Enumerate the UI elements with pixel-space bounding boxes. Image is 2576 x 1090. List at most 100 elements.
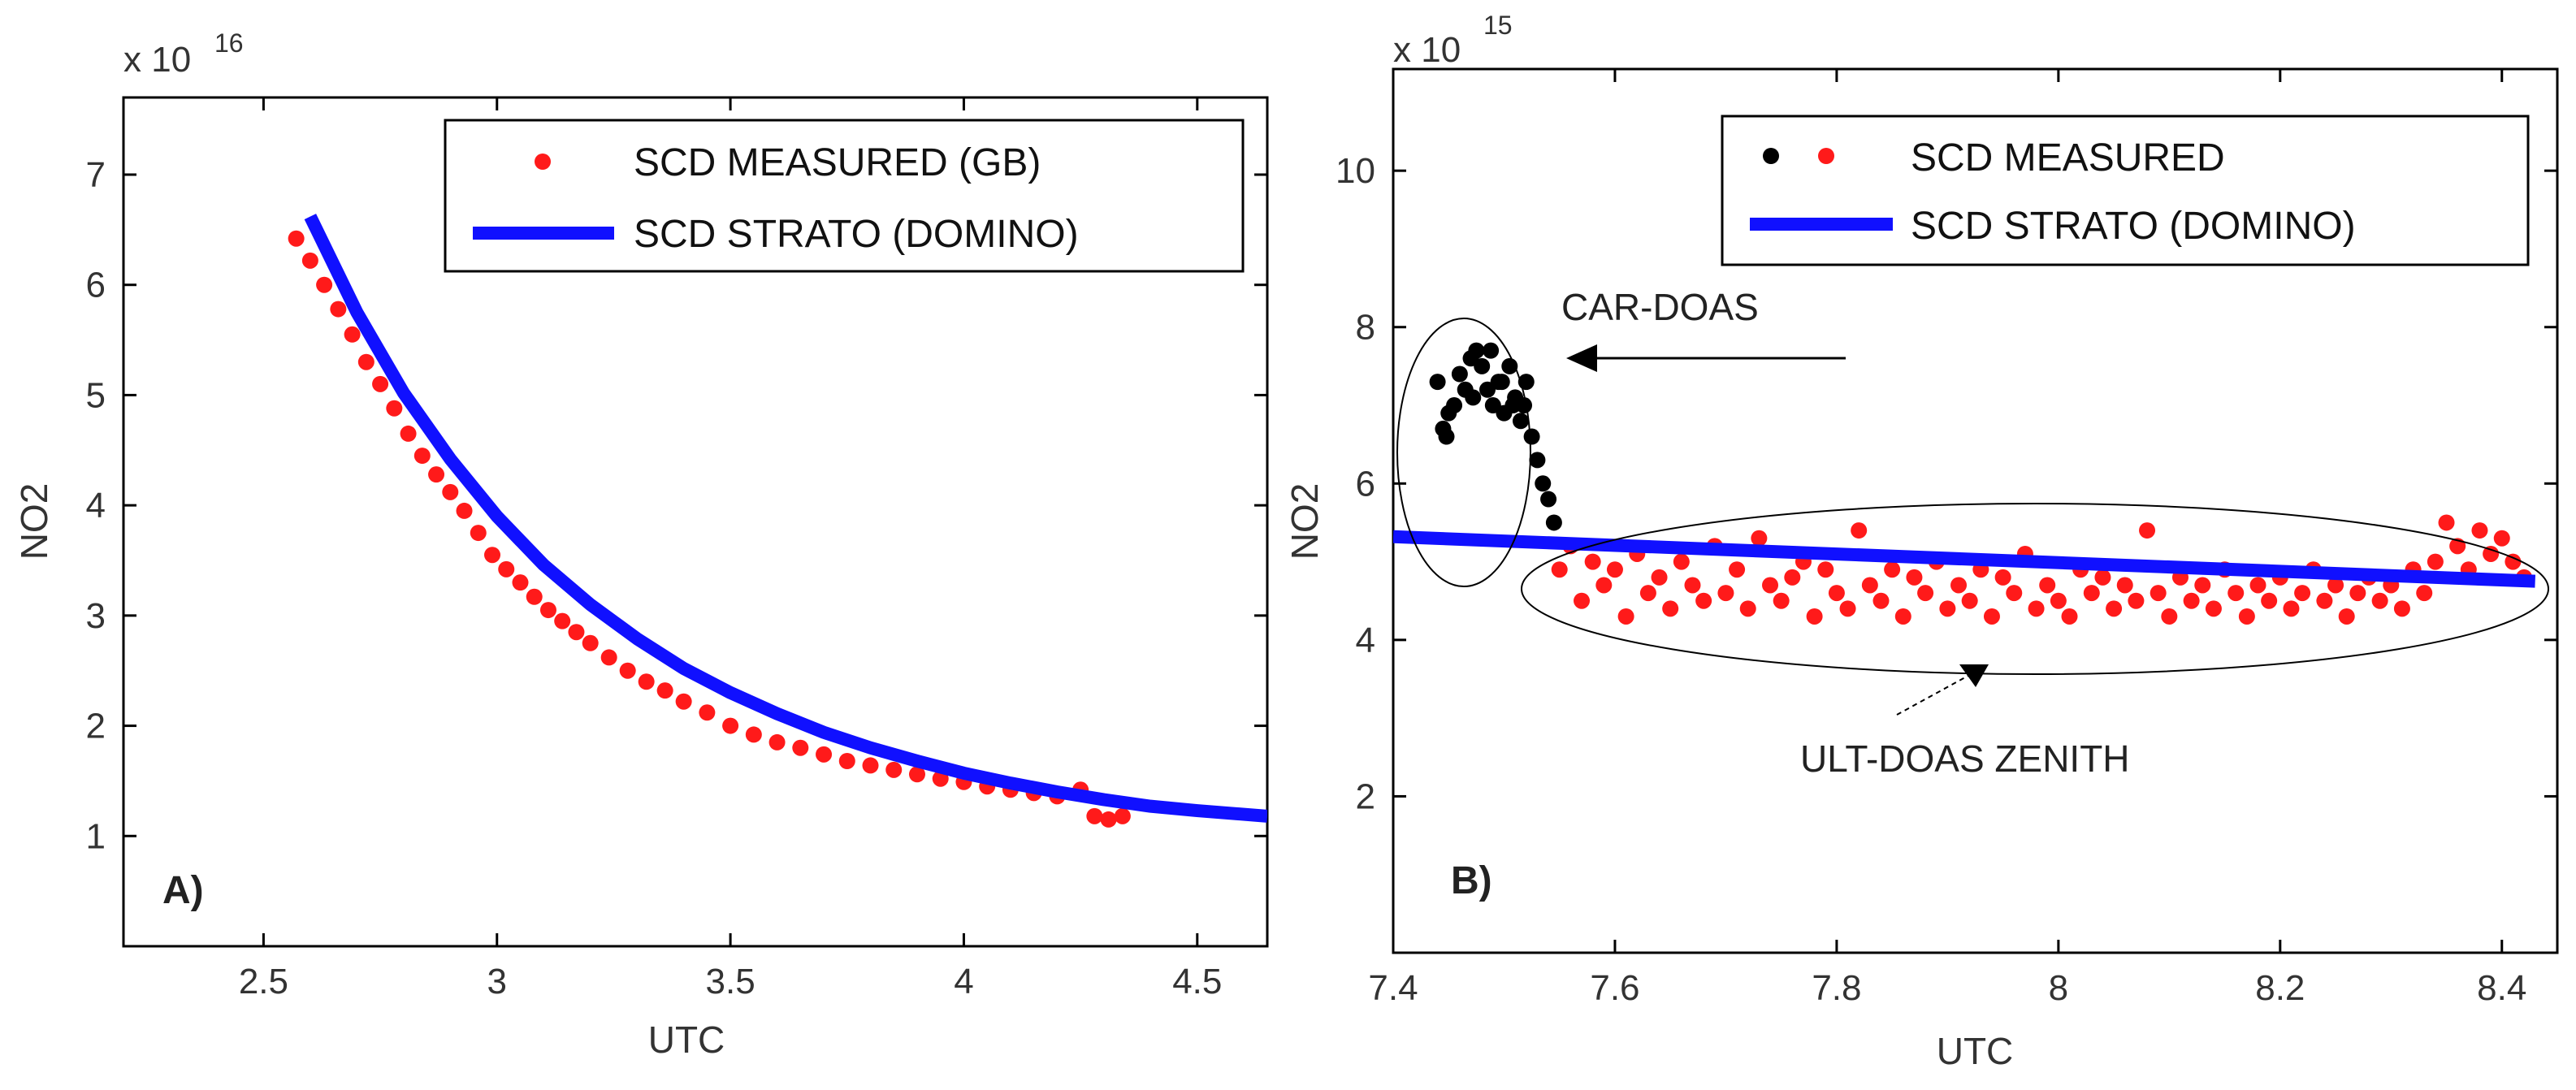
- data-point: [1917, 585, 1934, 602]
- y-tick-label: 2: [1356, 776, 1375, 816]
- panel-b-x-ticks: 7.4 7.6 7.8 8 8.2 8.4: [1368, 69, 2526, 1008]
- panel-b-legend-label-strato: SCD STRATO (DOMINO): [1911, 205, 2356, 248]
- data-point: [442, 483, 459, 500]
- panel-b-y-ticks: 2 4 6 8 10: [1336, 151, 2557, 816]
- panel-b-data: [1393, 342, 2536, 625]
- data-point: [582, 634, 599, 651]
- data-point: [539, 602, 556, 619]
- data-point: [2249, 577, 2266, 594]
- y-tick-label: 4: [86, 486, 106, 526]
- data-point: [1451, 365, 1468, 383]
- panel-b-xlabel: UTC: [1937, 1030, 2014, 1072]
- x-tick-label: 3.5: [706, 962, 755, 1001]
- panel-a-legend: SCD MEASURED (GB) SCD STRATO (DOMINO): [444, 119, 1245, 273]
- ult-doas-ellipse: [1521, 503, 2549, 675]
- data-point: [2327, 577, 2344, 594]
- y-tick-label: 2: [86, 707, 106, 746]
- data-point: [357, 353, 374, 370]
- panel-a-data: [288, 214, 1267, 828]
- panel-b-y-multiplier: x 10: [1393, 30, 1461, 70]
- data-point: [1429, 374, 1446, 391]
- data-point: [792, 739, 809, 756]
- data-point: [372, 375, 389, 392]
- car-doas-label: CAR-DOAS: [1561, 286, 1759, 328]
- data-point: [1961, 592, 1978, 609]
- data-point: [885, 761, 903, 778]
- data-point: [1872, 592, 1890, 609]
- data-point: [288, 230, 305, 247]
- data-point: [2283, 600, 2300, 617]
- panel-a-y-multiplier: x 10: [123, 40, 191, 80]
- data-point: [1446, 397, 1463, 414]
- panel-b-y-exponent: 15: [1483, 11, 1513, 40]
- data-point: [470, 525, 487, 542]
- data-point: [1894, 608, 1911, 625]
- data-point: [330, 301, 347, 318]
- data-point: [1512, 413, 1529, 430]
- data-point: [1545, 514, 1562, 531]
- panel-b-legend-marker-car: [1763, 148, 1779, 164]
- panel-b-ylabel: NO2: [1284, 483, 1326, 560]
- data-point: [386, 400, 403, 417]
- y-tick-label: 10: [1336, 151, 1375, 191]
- data-point: [1474, 357, 1491, 374]
- ult-doas-label: ULT-DOAS ZENITH: [1800, 737, 2130, 780]
- data-point: [1817, 561, 1834, 578]
- data-point: [722, 717, 739, 734]
- data-point: [1617, 608, 1634, 625]
- data-point: [2371, 592, 2388, 609]
- data-point: [1639, 585, 1656, 602]
- data-point: [512, 574, 529, 591]
- data-point: [2471, 522, 2488, 539]
- data-point: [1483, 342, 1500, 359]
- data-point: [1540, 491, 1557, 508]
- data-point: [2106, 600, 2123, 617]
- data-point: [568, 624, 585, 641]
- data-point: [1994, 569, 2011, 586]
- panel-b-legend-marker-ult: [1818, 148, 1834, 164]
- data-point: [619, 662, 636, 679]
- data-point: [344, 326, 361, 343]
- panel-a-legend-label-strato: SCD STRATO (DOMINO): [634, 213, 1079, 256]
- data-point: [699, 704, 716, 721]
- data-point: [1651, 569, 1668, 586]
- data-point: [526, 588, 543, 605]
- data-point: [675, 693, 692, 710]
- data-point: [554, 612, 571, 629]
- data-point: [908, 766, 925, 783]
- data-point: [862, 757, 879, 774]
- data-point: [1584, 553, 1601, 570]
- y-tick-label: 6: [86, 266, 106, 305]
- data-point: [2416, 585, 2433, 602]
- data-point: [2039, 577, 2056, 594]
- data-point: [1939, 600, 1956, 617]
- data-point: [2006, 585, 2023, 602]
- panel-b-legend: SCD MEASURED SCD STRATO (DOMINO): [1721, 115, 2530, 266]
- data-point: [1773, 592, 1790, 609]
- data-point: [768, 733, 786, 750]
- data-point: [2294, 585, 2311, 602]
- car-doas-ellipse: [1396, 318, 1531, 587]
- data-point: [428, 466, 445, 483]
- data-point: [1493, 374, 1510, 391]
- data-point: [2061, 608, 2078, 625]
- data-point: [2083, 585, 2100, 602]
- data-point: [1729, 561, 1746, 578]
- panel-a: 2.5 3 3.5 4 4.5 1 2 3 4 5 6 7 x 10 16 UTC NO2 A) S…: [13, 28, 1269, 1061]
- data-point: [2227, 585, 2245, 602]
- data-point: [2050, 592, 2067, 609]
- panel-a-xlabel: UTC: [648, 1019, 725, 1061]
- data-point: [2261, 592, 2278, 609]
- y-tick-label: 5: [86, 375, 106, 415]
- data-point: [1695, 592, 1712, 609]
- panel-b-legend-box: [1721, 115, 2530, 266]
- data-point: [1086, 807, 1103, 824]
- data-point: [1906, 569, 1923, 586]
- series-line-strato: [304, 214, 1267, 823]
- data-point: [2505, 553, 2522, 570]
- y-tick-label: 3: [86, 596, 106, 636]
- data-point: [1516, 397, 1533, 414]
- data-point: [2349, 585, 2366, 602]
- panel-a-x-ticks: 2.5 3 3.5 4 4.5: [239, 97, 1222, 1001]
